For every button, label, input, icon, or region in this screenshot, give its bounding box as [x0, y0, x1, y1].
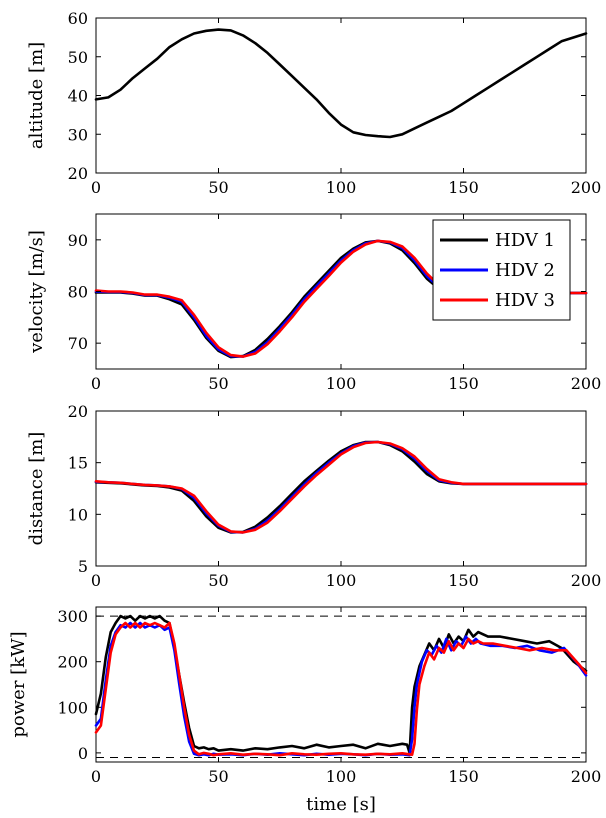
y-tick-label-velocity: 90: [68, 231, 88, 250]
y-tick-label-distance: 20: [68, 402, 88, 421]
series-line-altitude-0: [94, 28, 588, 139]
y-tick-label-power: 100: [57, 698, 88, 717]
series-line-power-hdv-1: [94, 614, 588, 755]
y-tick-label-power: 0: [78, 744, 88, 763]
tick-layer-velocity: 0 50 100 150 200 70 80 90: [68, 214, 602, 393]
y-tick-label-altitude: 40: [68, 87, 88, 106]
x-tick-label-power: 0: [91, 767, 101, 786]
tick-layer-altitude: 0 50 100 150 200 20 30 40 50 60: [68, 9, 602, 197]
y-tick-label-altitude: 60: [68, 9, 88, 28]
y-tick-label-velocity: 80: [68, 283, 88, 302]
y-axis-label-power: power [kW]: [8, 631, 29, 737]
series-line-power-hdv-2: [94, 621, 588, 757]
x-tick-label-velocity: 150: [448, 374, 479, 393]
x-tick-label-distance: 50: [208, 571, 228, 590]
legend-label-hdv-3: HDV 3: [495, 290, 555, 311]
x-tick-label-altitude: 100: [326, 178, 357, 197]
y-axis-label-velocity: velocity [m/s]: [26, 230, 47, 354]
legend: HDV 1 HDV 2 HDV 3: [432, 219, 571, 321]
y-tick-label-power: 300: [57, 607, 88, 626]
x-tick-label-power: 100: [326, 767, 357, 786]
x-tick-label-distance: 0: [91, 571, 101, 590]
series-line-distance-hdv-3: [94, 440, 588, 534]
y-tick-label-velocity: 70: [68, 334, 88, 353]
panel-velocity: 0 50 100 150 200 70 80 90 velocity [m/s] HDV 1 …: [26, 213, 602, 393]
x-tick-label-altitude: 200: [571, 178, 602, 197]
y-tick-label-altitude: 50: [68, 48, 88, 67]
x-tick-label-altitude: 50: [208, 178, 228, 197]
y-tick-label-altitude: 30: [68, 125, 88, 144]
x-tick-label-power: 200: [571, 767, 602, 786]
x-tick-label-distance: 150: [448, 571, 479, 590]
x-tick-label-distance: 200: [571, 571, 602, 590]
y-tick-label-distance: 10: [68, 505, 88, 524]
x-tick-label-altitude: 150: [448, 178, 479, 197]
x-tick-label-velocity: 200: [571, 374, 602, 393]
series-layer-power: [94, 614, 588, 758]
series-layer-altitude: [94, 28, 588, 139]
y-tick-label-distance: 15: [68, 454, 88, 473]
y-tick-label-altitude: 20: [68, 164, 88, 183]
panel-distance: 0 50 100 150 200 5 10 15 20 distance [m]: [26, 402, 601, 590]
legend-label-hdv-1: HDV 1: [495, 230, 555, 251]
y-tick-label-power: 200: [57, 653, 88, 672]
x-tick-label-velocity: 0: [91, 374, 101, 393]
y-tick-label-distance: 5: [78, 557, 88, 576]
panel-altitude: 0 50 100 150 200 20 30 40 50 60 altitude [m]: [26, 9, 601, 197]
legend-label-hdv-2: HDV 2: [495, 260, 555, 281]
x-tick-label-distance: 100: [326, 571, 357, 590]
y-axis-label-altitude: altitude [m]: [26, 42, 47, 149]
tick-layer-power: 0 50 100 150 200 0 100 200 300: [57, 607, 601, 786]
plot-frame-altitude: [95, 17, 587, 174]
x-tick-label-velocity: 100: [326, 374, 357, 393]
y-axis-label-distance: distance [m]: [26, 432, 47, 546]
x-tick-label-power: 50: [208, 767, 228, 786]
tick-layer-distance: 0 50 100 150 200 5 10 15 20: [68, 402, 602, 590]
x-tick-label-velocity: 50: [208, 374, 228, 393]
x-tick-label-altitude: 0: [91, 178, 101, 197]
panel-power: 0 50 100 150 200 0 100 200 300 power [kW] time […: [8, 606, 601, 815]
x-tick-label-power: 150: [448, 767, 479, 786]
x-axis-label-time: time [s]: [306, 794, 376, 815]
series-line-power-hdv-3: [94, 621, 588, 757]
series-layer-distance: [94, 440, 588, 534]
